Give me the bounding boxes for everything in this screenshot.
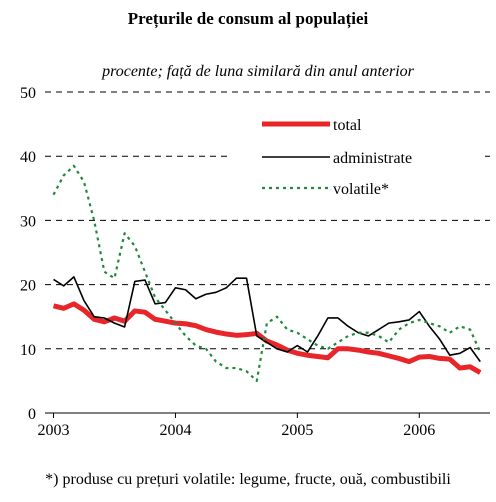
series-line — [52, 164, 482, 382]
x-tick-label: 2005 — [281, 422, 313, 439]
series-line — [53, 276, 481, 363]
y-tick-label: 30 — [20, 213, 36, 230]
footnote: *) produse cu prețuri volatile: legume, … — [45, 471, 451, 488]
y-tick-label: 40 — [20, 149, 36, 166]
legend-label: total — [333, 117, 362, 134]
y-tick-label: 20 — [20, 278, 36, 295]
legend-label: administrate — [333, 150, 412, 167]
y-tick-label: 10 — [20, 342, 36, 359]
chart-title: Prețurile de consum al populației — [128, 9, 369, 29]
series-line — [52, 301, 482, 375]
chart-subtitle: procente; față de luna similară din anul… — [101, 63, 415, 80]
x-tick-label: 2004 — [159, 422, 191, 439]
y-tick-label: 50 — [20, 85, 36, 102]
x-tick-label: 2003 — [38, 422, 70, 439]
y-tick-label: 0 — [28, 406, 36, 423]
x-tick-label: 2006 — [403, 422, 435, 439]
legend-label: volatile* — [333, 181, 389, 198]
